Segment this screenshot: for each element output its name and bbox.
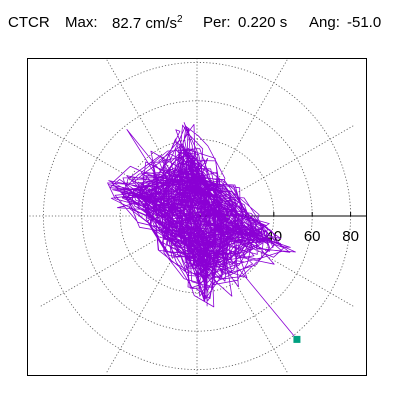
max-number: 82.7 [112,15,142,32]
particle-motion-trace [107,122,298,340]
max-point-marker [293,335,301,343]
radial-tick-label-60: 60 [304,228,321,245]
angle-value: -51.0 [347,14,382,31]
header-bar: CTCR Max: 82.7 cm/s2 Per: 0.220 s Ang: -… [0,0,400,50]
period-label: Per: [203,14,231,31]
period-value: 0.220 s [238,14,288,31]
station-label: CTCR [8,14,50,31]
max-unit: cm/s [145,15,178,32]
plot-frame [27,58,367,376]
max-label: Max: [65,14,98,31]
radial-tick-label-80: 80 [342,228,359,245]
max-unit-exponent: 2 [177,14,183,25]
max-value: 82.7 cm/s2 [112,14,183,32]
angle-label: Ang: [309,14,340,31]
